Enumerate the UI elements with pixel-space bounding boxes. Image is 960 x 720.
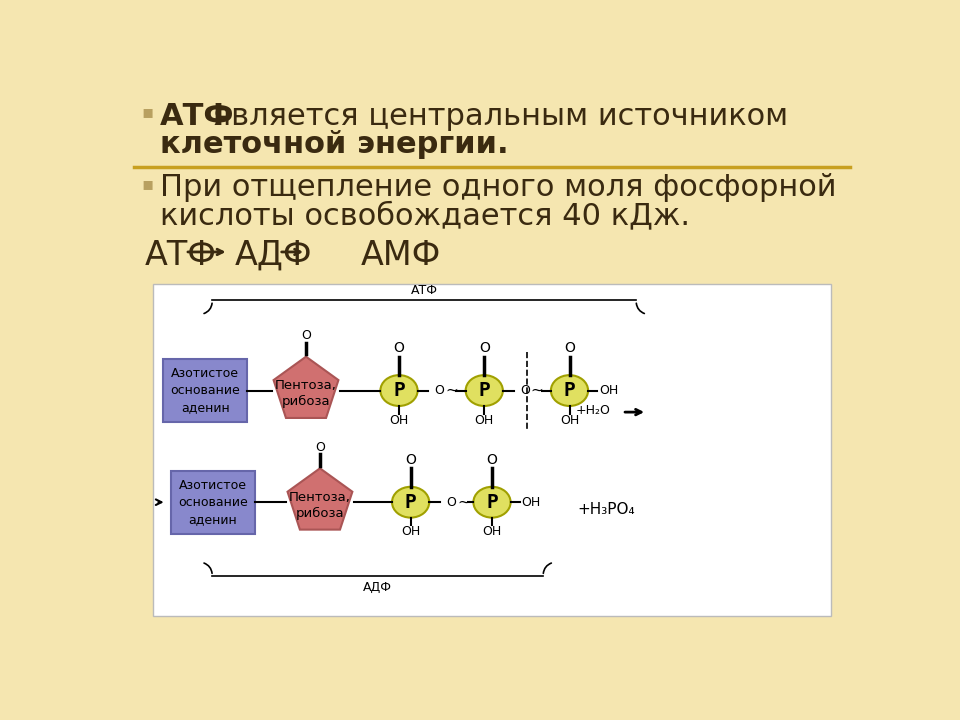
Text: P: P — [486, 492, 498, 512]
Text: O: O — [405, 453, 416, 467]
Text: Азотистое
основание
аденин: Азотистое основание аденин — [170, 367, 240, 414]
Text: АДФ: АДФ — [363, 581, 393, 594]
Text: P: P — [394, 381, 405, 400]
Text: O: O — [520, 384, 530, 397]
Text: Пентоза,
рибоза: Пентоза, рибоза — [276, 379, 337, 408]
Text: OH: OH — [401, 526, 420, 539]
Text: АТФ: АТФ — [411, 284, 438, 297]
Ellipse shape — [380, 375, 418, 406]
Text: АМФ: АМФ — [360, 239, 441, 272]
Text: ~: ~ — [457, 495, 469, 510]
Text: ▪: ▪ — [142, 175, 154, 193]
Text: +H₃PO₄: +H₃PO₄ — [577, 503, 635, 518]
Text: OH: OH — [599, 384, 618, 397]
Text: O: O — [394, 341, 404, 355]
Text: O: O — [564, 341, 575, 355]
Text: +H₂O: +H₂O — [576, 405, 611, 418]
Text: кислоты освобождается 40 кДж.: кислоты освобождается 40 кДж. — [160, 201, 690, 230]
Text: При отщепление одного моля фосфорной: При отщепление одного моля фосфорной — [160, 174, 837, 202]
Text: АДФ: АДФ — [234, 239, 312, 272]
Bar — [153, 284, 831, 616]
Text: ▪: ▪ — [142, 104, 154, 122]
Text: является центральным источником: является центральным источником — [203, 102, 788, 131]
Bar — [171, 471, 254, 534]
Text: клеточной энергии.: клеточной энергии. — [160, 130, 509, 158]
Polygon shape — [274, 356, 339, 418]
Polygon shape — [287, 468, 352, 530]
Text: O: O — [301, 329, 311, 342]
Text: ~: ~ — [531, 383, 543, 398]
Text: P: P — [478, 381, 491, 400]
Ellipse shape — [392, 487, 429, 518]
Text: O: O — [446, 495, 456, 509]
Text: P: P — [405, 492, 417, 512]
Text: OH: OH — [521, 495, 540, 509]
Text: OH: OH — [560, 414, 579, 427]
Text: O: O — [435, 384, 444, 397]
Text: АТФ: АТФ — [145, 239, 217, 272]
Text: O: O — [315, 441, 324, 454]
Text: ~: ~ — [445, 383, 458, 398]
Text: O: O — [487, 453, 497, 467]
Text: O: O — [479, 341, 490, 355]
Text: P: P — [564, 381, 575, 400]
Text: Пентоза,
рибоза: Пентоза, рибоза — [289, 491, 351, 520]
Text: АТФ: АТФ — [160, 102, 235, 131]
Ellipse shape — [466, 375, 503, 406]
Bar — [163, 359, 247, 422]
Ellipse shape — [473, 487, 511, 518]
Text: OH: OH — [474, 414, 493, 427]
Ellipse shape — [551, 375, 588, 406]
Text: OH: OH — [390, 414, 409, 427]
Text: OH: OH — [482, 526, 502, 539]
Text: Азотистое
основание
аденин: Азотистое основание аденин — [179, 479, 248, 526]
